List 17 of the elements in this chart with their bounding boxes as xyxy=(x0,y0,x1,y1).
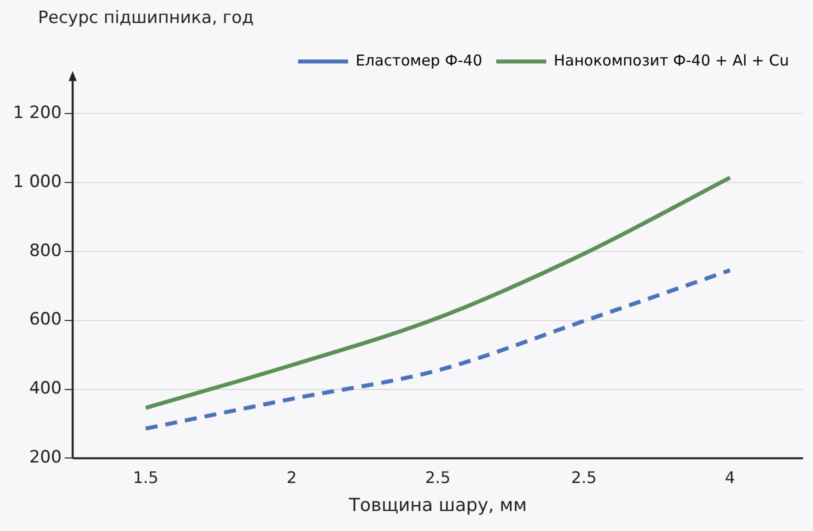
x-axis-title: Товщина шару, мм xyxy=(348,494,527,516)
x-tick-label: 4 xyxy=(724,468,736,487)
y-tick-label: 200 xyxy=(29,448,62,468)
legend-label: Нанокомпозит Ф-40 + Al + Cu xyxy=(554,51,790,70)
y-tick-label: 400 xyxy=(29,378,62,399)
line-series xyxy=(144,268,732,431)
x-tick-label: 2.5 xyxy=(571,468,597,487)
x-tick-label: 2 xyxy=(286,468,297,487)
y-tick-label: 1 200 xyxy=(12,102,62,123)
y-tick-label: 800 xyxy=(29,240,62,261)
line-series xyxy=(144,176,732,410)
y-tick-label: 1 000 xyxy=(12,172,62,192)
y-axis-title: Ресурс підшипника, год xyxy=(38,8,254,28)
y-tick-label: 600 xyxy=(29,310,62,330)
x-tick-label: 2.5 xyxy=(425,468,451,487)
legend-label: Еластомер Ф-40 xyxy=(356,51,482,70)
x-tick-label: 1.5 xyxy=(132,468,158,487)
